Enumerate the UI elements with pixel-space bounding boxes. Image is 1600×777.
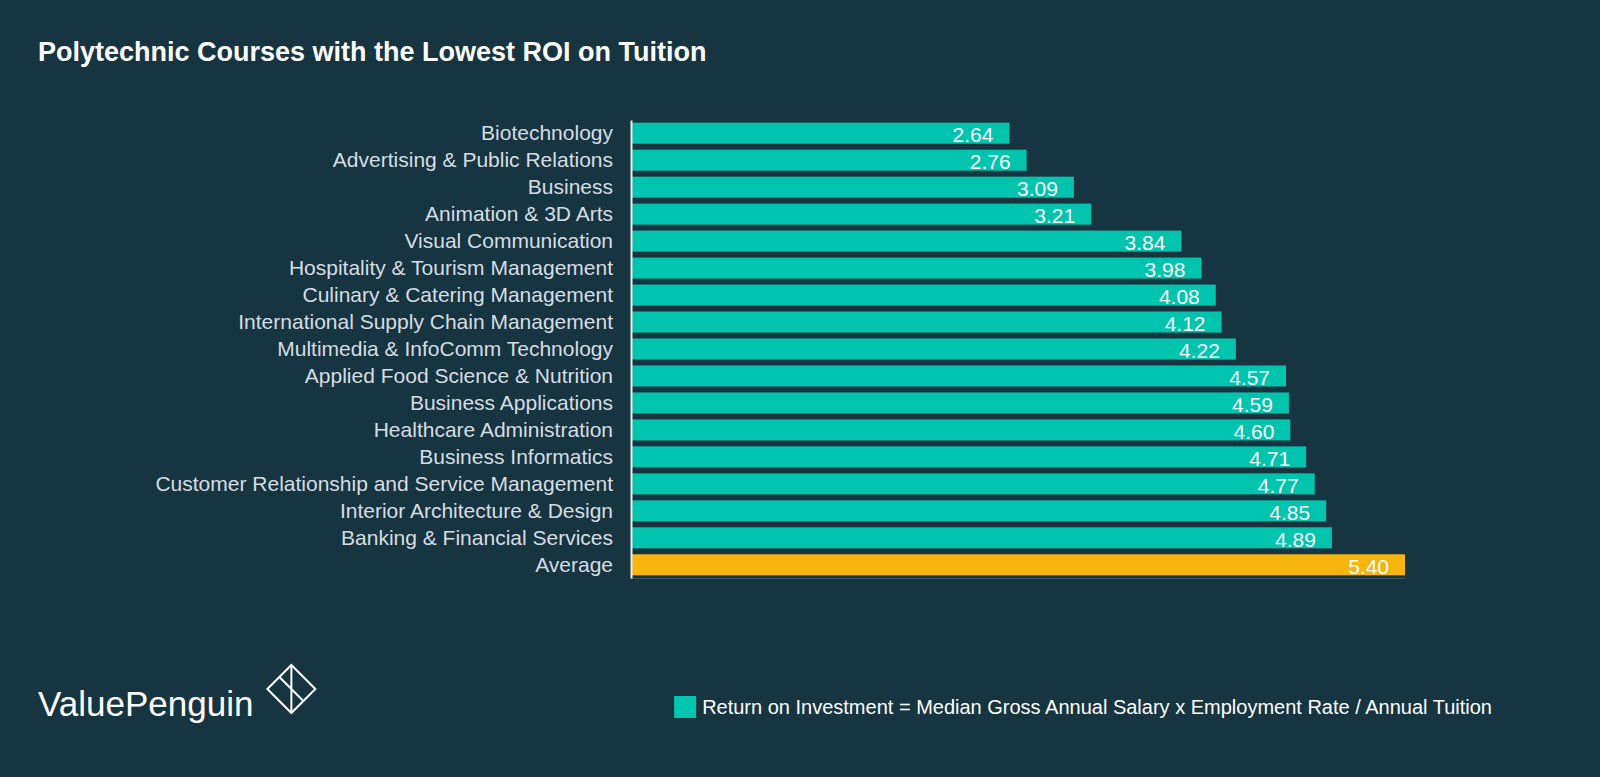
x-axis <box>632 578 1406 579</box>
y-tick: Visual Communication <box>404 229 613 252</box>
bar <box>631 285 1216 306</box>
data-label: 3.98 <box>1145 258 1186 281</box>
logo-icon <box>267 665 315 713</box>
background <box>0 0 1600 777</box>
category-label: Average <box>535 553 613 576</box>
legend-label: Return on Investment = Median Gross Annu… <box>702 696 1492 718</box>
chart: Polytechnic Courses with the Lowest ROI … <box>0 0 1600 777</box>
data-label: 4.59 <box>1232 393 1273 416</box>
bar <box>631 392 1289 413</box>
x-axis-line <box>632 578 1406 579</box>
bar <box>631 312 1222 333</box>
y-tick: Animation & 3D Arts <box>425 202 613 225</box>
title: Polytechnic Courses with the Lowest ROI … <box>38 37 707 67</box>
y-tick: International Supply Chain Management <box>238 310 613 333</box>
legend: Return on Investment = Median Gross Annu… <box>674 696 1492 718</box>
data-label: 4.60 <box>1233 420 1274 443</box>
y-tick: Business <box>528 175 613 198</box>
y-tick: Customer Relationship and Service Manage… <box>155 472 613 495</box>
category-label: Culinary & Catering Management <box>303 283 614 306</box>
y-tick: Average <box>535 553 613 576</box>
data-labels: 2.64 2.76 3.09 3.21 3.84 3.98 4.08 4.12 4.22 4.57… <box>953 123 1389 578</box>
category-label: Business Applications <box>410 391 613 414</box>
bars <box>631 123 1405 576</box>
bar <box>631 473 1315 494</box>
data-label: 4.57 <box>1229 366 1270 389</box>
bar <box>631 446 1306 467</box>
y-tick: Hospitality & Tourism Management <box>289 256 613 279</box>
data-label: 3.21 <box>1034 204 1075 227</box>
y-tick: Applied Food Science & Nutrition <box>305 364 613 387</box>
data-label: 4.71 <box>1249 447 1290 470</box>
y-axis: Biotechnology Advertising & Public Relati… <box>155 121 631 579</box>
category-label: Multimedia & InfoComm Technology <box>277 337 613 360</box>
bar <box>631 554 1405 575</box>
data-label: 4.77 <box>1258 474 1299 497</box>
category-label: International Supply Chain Management <box>238 310 613 333</box>
category-label: Business <box>528 175 613 198</box>
y-tick: Interior Architecture & Design <box>340 499 613 522</box>
category-label: Advertising & Public Relations <box>333 148 613 171</box>
bar <box>631 177 1074 198</box>
bar <box>631 419 1290 440</box>
data-label: 4.85 <box>1269 501 1310 524</box>
category-label: Visual Communication <box>404 229 613 252</box>
y-tick: Biotechnology <box>481 121 613 144</box>
bar <box>631 500 1326 521</box>
y-axis-line <box>631 121 633 579</box>
data-label: 2.64 <box>953 123 994 146</box>
bar <box>631 204 1091 225</box>
data-label: 3.84 <box>1125 231 1166 254</box>
bar <box>631 231 1181 252</box>
category-label: Banking & Financial Services <box>341 526 613 549</box>
category-label: Hospitality & Tourism Management <box>289 256 613 279</box>
data-label: 2.76 <box>970 150 1011 173</box>
category-label: Applied Food Science & Nutrition <box>305 364 613 387</box>
bar <box>631 258 1201 279</box>
bar <box>631 338 1236 359</box>
y-tick: Culinary & Catering Management <box>303 283 614 306</box>
y-tick: Business Applications <box>410 391 613 414</box>
bar <box>631 365 1286 386</box>
logo-text: ValuePenguin <box>38 684 253 723</box>
category-label: Customer Relationship and Service Manage… <box>155 472 613 495</box>
category-label: Interior Architecture & Design <box>340 499 613 522</box>
data-label: 4.12 <box>1165 312 1206 335</box>
logo-diamond <box>267 665 315 713</box>
data-label: 5.40 <box>1348 555 1389 578</box>
category-label: Biotechnology <box>481 121 613 144</box>
data-label: 4.08 <box>1159 285 1200 308</box>
y-tick: Banking & Financial Services <box>341 526 613 549</box>
y-tick: Healthcare Administration <box>374 418 613 441</box>
bar <box>631 150 1027 171</box>
bar <box>631 527 1332 548</box>
legend-swatch <box>674 696 696 718</box>
category-label: Animation & 3D Arts <box>425 202 613 225</box>
data-label: 4.22 <box>1179 339 1220 362</box>
y-tick: Multimedia & InfoComm Technology <box>277 337 613 360</box>
category-label: Business Informatics <box>419 445 613 468</box>
data-label: 4.89 <box>1275 528 1316 551</box>
category-label: Healthcare Administration <box>374 418 613 441</box>
data-label: 3.09 <box>1017 177 1058 200</box>
logo-lines <box>279 665 303 713</box>
y-tick: Advertising & Public Relations <box>333 148 613 171</box>
y-tick: Business Informatics <box>419 445 613 468</box>
